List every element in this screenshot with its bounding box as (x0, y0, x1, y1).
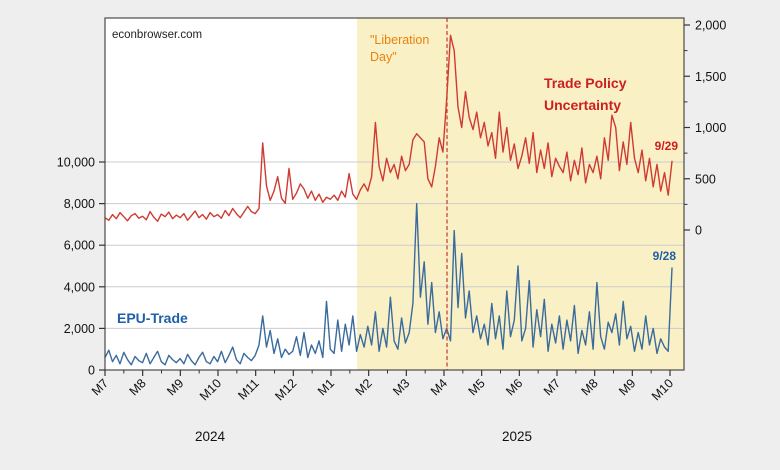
right-axis-tick-label: 0 (695, 224, 702, 238)
right-axis-tick-label: 1,500 (695, 70, 726, 84)
liberation-day-label-line1: "Liberation (370, 33, 429, 47)
tpu-series-label-line2: Uncertainty (544, 97, 621, 113)
left-axis-tick-label: 2,000 (64, 322, 95, 336)
right-axis-tick-label: 2,000 (695, 19, 726, 33)
right-axis-tick-label: 500 (695, 172, 716, 186)
year-label-2025: 2025 (502, 429, 532, 444)
epu-series-label: EPU-Trade (117, 310, 188, 326)
liberation-day-label-line2: Day" (370, 50, 397, 64)
epu-last-date-label: 9/28 (653, 249, 677, 263)
tpu-series-label-line1: Trade Policy (544, 75, 627, 91)
left-axis-tick-label: 4,000 (64, 280, 95, 294)
left-axis-tick-label: 10,000 (57, 156, 95, 170)
series-lines (104, 34, 673, 366)
year-label-2024: 2024 (195, 429, 226, 444)
watermark-text: econbrowser.com (112, 29, 202, 41)
left-axis-tick-label: 8,000 (64, 197, 95, 211)
plot-frame (104, 17, 685, 371)
left-axis-tick-label: 6,000 (64, 239, 95, 253)
right-axis-tick-label: 1,000 (695, 121, 726, 135)
series-epu-trade (104, 202, 673, 366)
tpu-last-date-label: 9/29 (655, 139, 679, 153)
series-trade-policy-uncertainty (104, 34, 673, 223)
left-axis-tick-label: 0 (88, 364, 95, 378)
